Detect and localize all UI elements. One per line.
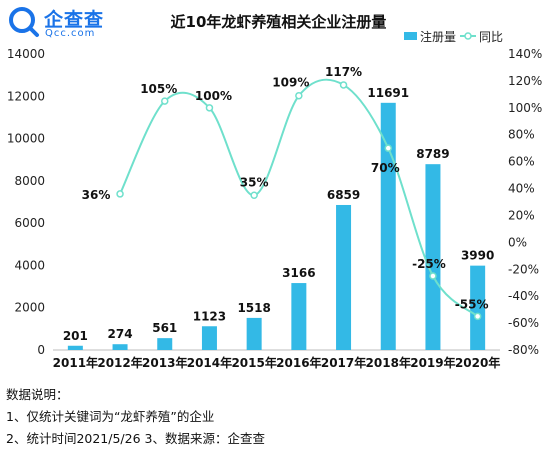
line-point bbox=[384, 144, 392, 152]
x-tick-label: 2011年 bbox=[53, 355, 98, 370]
bar-value-label: 561 bbox=[152, 321, 177, 335]
y-right-tick-label: 80% bbox=[508, 128, 535, 142]
bar bbox=[470, 265, 486, 350]
bar-value-label: 3990 bbox=[461, 249, 494, 263]
brand-name: 企查查 bbox=[44, 9, 105, 31]
bar-value-label: 3166 bbox=[282, 266, 315, 280]
line-value-label: 105% bbox=[140, 82, 177, 96]
x-tick-label: 2019年 bbox=[410, 355, 455, 370]
line-point bbox=[116, 190, 124, 198]
x-tick-label: 2018年 bbox=[366, 355, 411, 370]
notes-line-2: 2、统计时间2021/5/26 3、数据来源：企查查 bbox=[6, 431, 265, 446]
y-left-tick-label: 2000 bbox=[14, 301, 45, 315]
y-left-tick-label: 0 bbox=[37, 343, 45, 357]
line-point bbox=[473, 312, 482, 321]
line-value-label: 35% bbox=[240, 175, 269, 189]
bar bbox=[336, 204, 352, 350]
y-right-tick-label: 40% bbox=[508, 182, 535, 196]
y-left-tick-label: 12000 bbox=[7, 89, 45, 103]
y-right-tick-label: 0% bbox=[508, 235, 527, 249]
line-point bbox=[205, 104, 214, 112]
y-right-tick-label: 20% bbox=[508, 208, 535, 222]
bar-value-label: 201 bbox=[63, 329, 88, 343]
line-value-label: 109% bbox=[272, 76, 309, 90]
line-point bbox=[250, 191, 258, 200]
data-notes: 数据说明： 1、仅统计关键词为“龙虾养殖”的企业 2、统计时间2021/5/26… bbox=[6, 384, 265, 450]
bar bbox=[291, 283, 307, 350]
y-right-tick-label: 60% bbox=[508, 155, 535, 169]
legend-bar-label: 注册量 bbox=[420, 29, 456, 44]
y-left-tick-label: 10000 bbox=[7, 132, 45, 146]
bar bbox=[67, 345, 83, 350]
line-value-label: 117% bbox=[325, 65, 362, 79]
bar bbox=[201, 326, 217, 350]
x-tick-label: 2015年 bbox=[231, 355, 276, 370]
x-tick-label: 2012年 bbox=[97, 355, 142, 370]
y-right-tick-label: 140% bbox=[508, 47, 542, 61]
legend-line-label: 同比 bbox=[479, 30, 503, 44]
y-right-tick-label: -20% bbox=[508, 262, 539, 276]
chart: 注册量 同比 0 2000 4000 6000 8000 10000 12000 14000 -… bbox=[7, 29, 543, 370]
y-left-tick-label: 8000 bbox=[14, 174, 45, 188]
y-right-tick-label: -60% bbox=[508, 316, 539, 330]
notes-heading: 数据说明： bbox=[6, 387, 69, 402]
growth-line bbox=[119, 78, 479, 318]
logo-mark-icon bbox=[9, 7, 39, 37]
bar-value-label: 274 bbox=[108, 327, 133, 341]
chart-title: 近10年龙虾养殖相关企业注册量 bbox=[170, 13, 387, 31]
x-tick-label: 2017年 bbox=[321, 355, 366, 370]
y-left-tick-label: 4000 bbox=[14, 258, 45, 272]
y-left-tick-label: 6000 bbox=[14, 216, 45, 230]
x-tick-label: 2016年 bbox=[276, 355, 321, 370]
y-left-tick-label: 14000 bbox=[7, 47, 45, 61]
bar-value-label: 8789 bbox=[416, 147, 449, 161]
bar-value-label: 1123 bbox=[193, 309, 226, 323]
bar bbox=[425, 164, 441, 350]
y-right-tick-label: 120% bbox=[508, 74, 542, 88]
bar-value-label: 6859 bbox=[327, 188, 360, 202]
line-value-label: -25% bbox=[412, 257, 446, 271]
legend-line-marker bbox=[464, 32, 472, 40]
line-point bbox=[295, 91, 303, 100]
notes-line-1: 1、仅统计关键词为“龙虾养殖”的企业 bbox=[6, 409, 215, 424]
line-value-label: 70% bbox=[371, 161, 400, 175]
line-value-label: -55% bbox=[455, 297, 489, 311]
x-tick-label: 2020年 bbox=[455, 355, 500, 370]
bar-value-label: 1518 bbox=[237, 301, 270, 315]
line-point bbox=[429, 272, 437, 280]
y-right-tick-label: -40% bbox=[508, 289, 539, 303]
bar bbox=[246, 317, 262, 350]
brand-sub: Qcc.com bbox=[45, 28, 96, 39]
x-tick-label: 2014年 bbox=[187, 355, 232, 370]
legend-bar-swatch bbox=[404, 32, 417, 40]
line-value-label: 100% bbox=[195, 89, 232, 103]
bar bbox=[380, 102, 396, 351]
bar-value-label: 11691 bbox=[367, 86, 409, 100]
legend: 注册量 同比 bbox=[404, 29, 503, 44]
bar bbox=[112, 344, 128, 350]
bar bbox=[157, 338, 173, 350]
line-point bbox=[161, 97, 169, 105]
brand-logo: 企查查 Qcc.com bbox=[6, 4, 126, 44]
line-value-label: 36% bbox=[82, 188, 111, 202]
x-tick-label: 2013年 bbox=[142, 355, 187, 370]
y-right-tick-label: 100% bbox=[508, 101, 542, 115]
y-right-tick-label: -80% bbox=[508, 343, 539, 357]
line-point bbox=[339, 81, 348, 89]
